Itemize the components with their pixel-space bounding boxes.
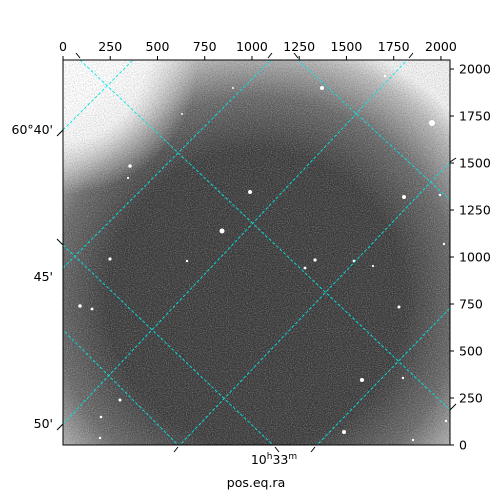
grid-line bbox=[63, 329, 179, 445]
x-tick-label: 1500 bbox=[331, 39, 363, 54]
dec-tick-label: 45' bbox=[34, 269, 53, 284]
star bbox=[181, 113, 183, 115]
dec-tick-label: 60°40' bbox=[12, 122, 54, 137]
x-tick-label: 250 bbox=[98, 39, 122, 54]
star bbox=[383, 74, 387, 78]
x-tick-label: 1750 bbox=[378, 39, 410, 54]
star bbox=[371, 264, 375, 268]
sky-image bbox=[63, 60, 450, 445]
star bbox=[108, 257, 112, 261]
star bbox=[442, 242, 446, 246]
dec-tick bbox=[56, 129, 64, 137]
dec-tick-label: 50' bbox=[34, 416, 53, 431]
star bbox=[429, 120, 435, 126]
star bbox=[438, 193, 442, 197]
star-field bbox=[78, 74, 448, 442]
star bbox=[185, 259, 189, 263]
star bbox=[90, 307, 94, 311]
ra-m-sup: m bbox=[288, 452, 297, 462]
y-tick-label: 500 bbox=[459, 344, 483, 359]
x-tick-label: 0 bbox=[59, 39, 67, 54]
star bbox=[342, 430, 346, 434]
x-tick-label: 2000 bbox=[425, 39, 457, 54]
world-tick bbox=[293, 52, 299, 59]
world-tick bbox=[449, 403, 457, 411]
star bbox=[444, 419, 448, 423]
y-tick-label: 250 bbox=[459, 391, 483, 406]
y-tick-label: 1250 bbox=[459, 203, 491, 218]
pixel-y-axis: 0 250 500 750 1000 1250 1500 1750 2000 bbox=[450, 62, 491, 453]
y-tick-label: 1750 bbox=[459, 109, 491, 124]
world-axes: 60°40' 45' 50' bbox=[12, 52, 457, 453]
ra-tick-label: 10h33m bbox=[251, 452, 297, 467]
star bbox=[360, 378, 364, 382]
y-tick-label: 1500 bbox=[459, 156, 491, 171]
star bbox=[248, 190, 252, 194]
grid-line bbox=[316, 307, 450, 445]
star bbox=[128, 164, 132, 168]
x-axis-label: pos.eq.ra bbox=[227, 475, 285, 490]
star bbox=[401, 376, 405, 380]
y-tick-label: 1000 bbox=[459, 250, 491, 265]
ra-hours: 10 bbox=[251, 452, 267, 467]
star bbox=[126, 176, 130, 180]
star bbox=[118, 398, 122, 402]
world-tick bbox=[267, 52, 273, 59]
y-tick-label: 750 bbox=[459, 297, 483, 312]
ra-h-sup: h bbox=[267, 452, 273, 462]
ra-minutes: 33 bbox=[272, 452, 288, 467]
star bbox=[78, 304, 82, 308]
world-tick bbox=[408, 52, 414, 59]
ra-tick bbox=[310, 446, 316, 453]
star bbox=[397, 305, 401, 309]
axes-frame bbox=[62, 59, 451, 446]
star bbox=[411, 438, 415, 442]
ra-tick bbox=[274, 446, 280, 453]
star bbox=[313, 258, 317, 262]
pixel-x-axis: 0 250 500 750 1000 1250 1500 1750 2000 bbox=[59, 39, 457, 60]
coordinate-grid bbox=[63, 60, 450, 445]
x-tick-label: 1250 bbox=[283, 39, 315, 54]
x-tick-label: 1000 bbox=[236, 39, 268, 54]
ra-tick bbox=[173, 446, 179, 453]
grid-line bbox=[179, 161, 450, 445]
star bbox=[303, 266, 307, 270]
grid-line bbox=[63, 60, 272, 269]
dec-tick bbox=[56, 423, 64, 431]
star bbox=[219, 228, 225, 234]
x-tick-label: 750 bbox=[193, 39, 217, 54]
star bbox=[99, 415, 103, 419]
grid-line bbox=[63, 244, 274, 445]
y-tick-label: 2000 bbox=[459, 62, 491, 77]
y-tick-label: 0 bbox=[459, 438, 467, 453]
grid-line bbox=[63, 60, 134, 131]
world-tick bbox=[449, 157, 457, 163]
world-tick bbox=[75, 52, 81, 59]
star bbox=[402, 195, 406, 199]
star bbox=[98, 436, 102, 440]
dec-tick bbox=[56, 238, 64, 246]
star bbox=[320, 86, 324, 90]
x-tick-label: 500 bbox=[146, 39, 170, 54]
grid-line bbox=[297, 60, 450, 201]
grid-line bbox=[63, 60, 408, 425]
star bbox=[232, 87, 234, 89]
